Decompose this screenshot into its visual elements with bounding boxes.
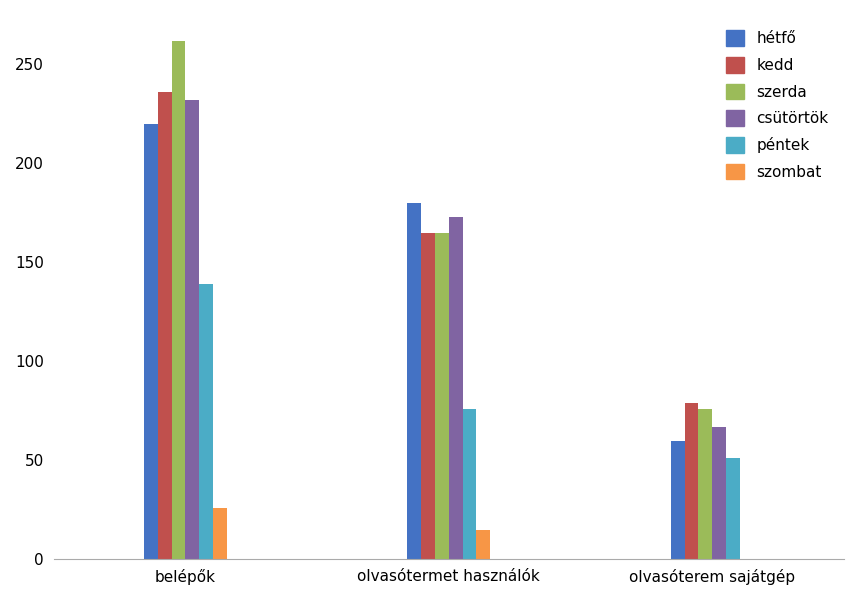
Bar — [144, 124, 158, 559]
Bar — [421, 233, 435, 559]
Bar — [712, 427, 726, 559]
Bar — [407, 203, 421, 559]
Bar — [462, 409, 477, 559]
Bar — [172, 41, 186, 559]
Bar — [158, 92, 172, 559]
Bar — [186, 100, 199, 559]
Bar — [685, 403, 698, 559]
Bar — [698, 409, 712, 559]
Bar — [726, 458, 740, 559]
Bar — [435, 233, 448, 559]
Bar — [199, 284, 213, 559]
Legend: hétfő, kedd, szerda, csütörtök, péntek, szombat: hétfő, kedd, szerda, csütörtök, péntek, … — [718, 23, 837, 187]
Bar — [213, 508, 227, 559]
Bar — [477, 530, 490, 559]
Bar — [448, 217, 462, 559]
Bar — [671, 440, 685, 559]
